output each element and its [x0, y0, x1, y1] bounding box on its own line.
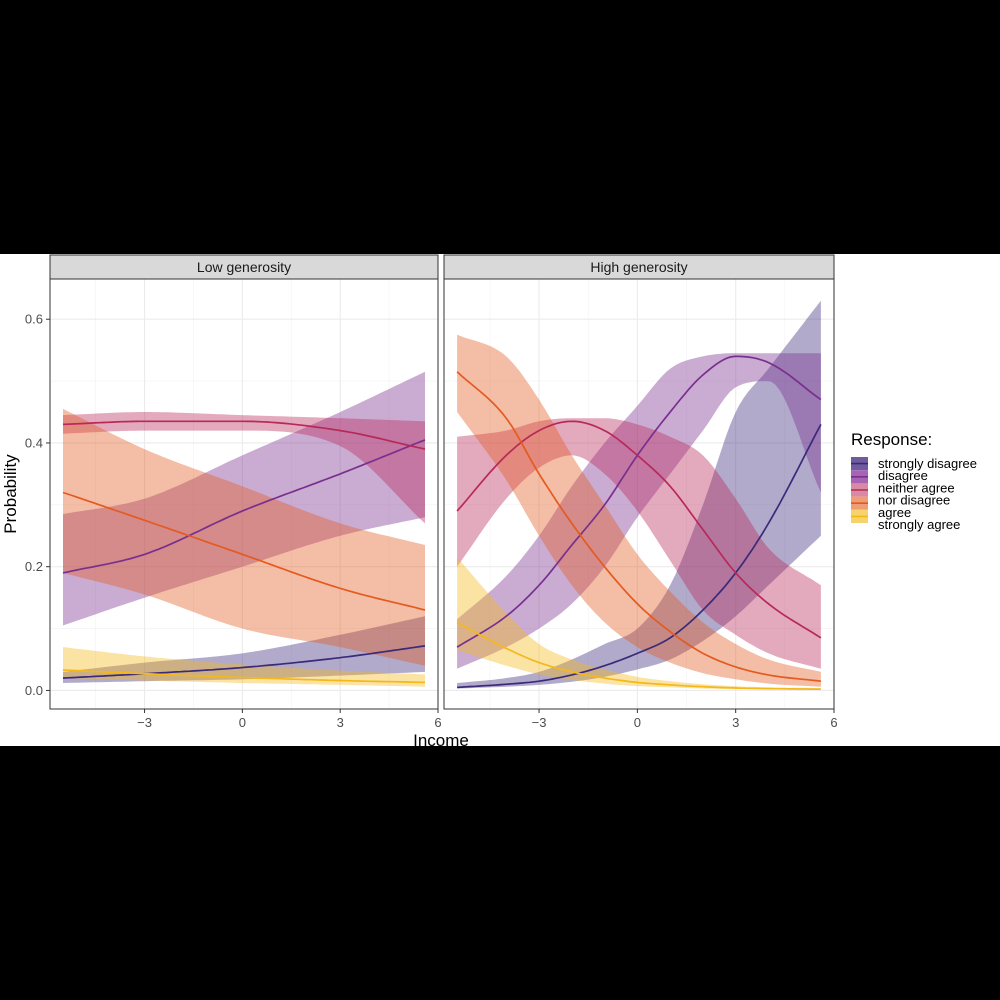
panel-border: [443, 278, 835, 710]
x-axis-title: Income: [413, 731, 469, 746]
panel-border: [49, 278, 439, 710]
y-axis: 0.0 0.2 0.4 0.6: [25, 312, 50, 698]
panel-background: [444, 279, 834, 709]
line-disagree: [456, 355, 822, 648]
plot-area: [456, 300, 822, 691]
x-tick-label: −3: [532, 715, 547, 730]
fit-lines: [456, 355, 822, 691]
ribbons: [457, 300, 821, 690]
ribbon-agree: [63, 408, 425, 666]
panel-background: [50, 279, 438, 709]
strip-background: [443, 254, 835, 280]
ribbon-neither-agree-nor-disagree: [63, 412, 425, 524]
panel-title: Low generosity: [197, 259, 291, 275]
panel-high-generosity: High generosity: [443, 254, 835, 710]
legend: Response: strongly disagreedisagreeneith…: [851, 430, 977, 532]
line-neither-agree-nor-disagree: [456, 420, 822, 639]
x-axis-low-generosity: −3 0 3 6: [137, 709, 442, 730]
line-agree: [456, 371, 822, 683]
line-agree: [62, 491, 426, 611]
x-tick-label: 6: [434, 715, 441, 730]
plot-area: [62, 371, 426, 687]
fit-lines: [62, 420, 426, 684]
panel-low-generosity: Low generosity: [49, 254, 439, 710]
x-axis-high-generosity: −3 0 3 6: [532, 709, 838, 730]
legend-label: strongly agree: [878, 517, 960, 532]
ribbon-disagree: [457, 353, 821, 669]
ribbon-strongly-disagree: [63, 616, 425, 683]
line-disagree: [62, 439, 426, 574]
faceted-ribbon-chart: Low generosity High generosity 0.0 0.2 0.4…: [1, 254, 977, 746]
line-strongly-disagree: [62, 645, 426, 679]
ribbon-agree: [457, 334, 821, 687]
legend-label: neither agree: [878, 480, 955, 495]
line-strongly-agree: [62, 669, 426, 684]
y-tick-label: 0.2: [25, 559, 43, 574]
legend-label: strongly disagree: [878, 456, 977, 471]
x-tick-label: 3: [732, 715, 739, 730]
ribbon-neither-agree-nor-disagree: [457, 418, 821, 669]
chart-figure: Low generosity High generosity 0.0 0.2 0.4…: [0, 254, 1000, 746]
line-strongly-agree: [456, 621, 821, 691]
x-tick-label: −3: [137, 715, 152, 730]
y-tick-label: 0.6: [25, 312, 43, 327]
legend-label: agree: [878, 505, 911, 520]
line-neither-agree-nor-disagree: [62, 420, 426, 450]
x-tick-label: 0: [239, 715, 246, 730]
ribbon-strongly-agree: [457, 557, 821, 690]
ribbon-strongly-disagree: [457, 300, 821, 689]
ribbons: [63, 371, 425, 687]
legend-label: nor disagree: [878, 493, 950, 508]
y-axis-title: Probability: [1, 454, 20, 534]
x-tick-label: 3: [337, 715, 344, 730]
grid-lines: [444, 279, 835, 709]
legend-label: disagree: [878, 468, 928, 483]
y-tick-label: 0.0: [25, 683, 43, 698]
ribbon-disagree: [63, 371, 425, 626]
x-tick-label: 0: [634, 715, 641, 730]
line-strongly-disagree: [457, 423, 822, 689]
panel-title: High generosity: [590, 259, 687, 275]
y-tick-label: 0.4: [25, 435, 43, 450]
strip-background: [49, 254, 439, 280]
legend-title: Response:: [851, 430, 932, 449]
x-tick-label: 6: [830, 715, 837, 730]
